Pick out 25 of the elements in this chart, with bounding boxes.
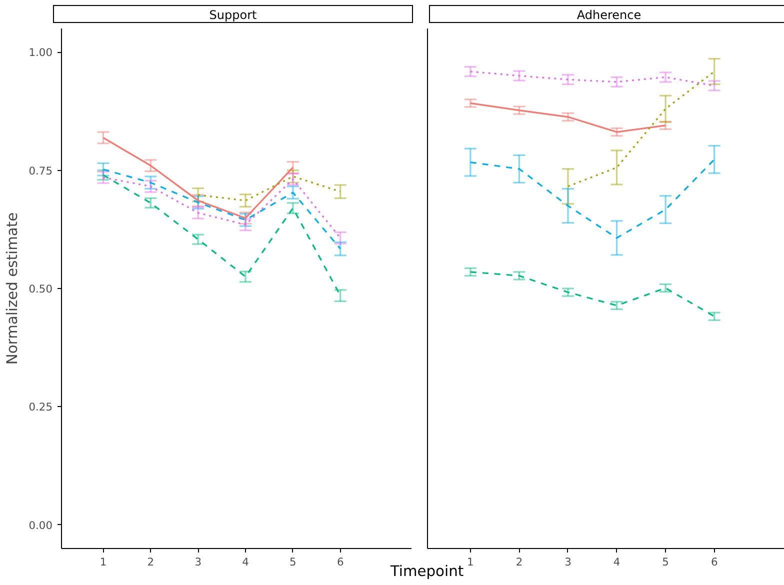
x-tick-label: 6 xyxy=(336,556,344,568)
x-axis-title: Timepoint xyxy=(390,562,464,582)
x-tick-label: 1 xyxy=(467,556,474,568)
y-tick-label: 0.00 xyxy=(28,518,53,532)
line-series xyxy=(102,176,342,239)
x-tick-label: 1 xyxy=(100,556,107,568)
line-series xyxy=(197,176,342,202)
x-tick-label: 4 xyxy=(613,556,620,568)
y-tick-label: 1.00 xyxy=(28,46,53,60)
x-tick-label: 5 xyxy=(290,556,296,568)
chart-title: Adherence xyxy=(576,7,642,24)
line-series xyxy=(102,136,294,219)
x-tick-label: 2 xyxy=(147,556,154,568)
line-series xyxy=(102,168,342,250)
x-tick-label: 5 xyxy=(662,556,669,568)
y-tick-label: 0.50 xyxy=(28,282,53,296)
y-axis-title: Normalized estimate xyxy=(4,212,21,365)
y-tick-label: 0.25 xyxy=(28,400,53,414)
chart-title: Support xyxy=(209,7,257,24)
y-tick-label: 0.75 xyxy=(28,164,53,178)
x-tick-label: 6 xyxy=(710,556,718,568)
x-tick-label: 3 xyxy=(194,556,202,568)
x-tick-label: 3 xyxy=(564,556,572,568)
x-tick-label: 2 xyxy=(516,556,523,568)
x-tick-label: 4 xyxy=(242,556,250,568)
